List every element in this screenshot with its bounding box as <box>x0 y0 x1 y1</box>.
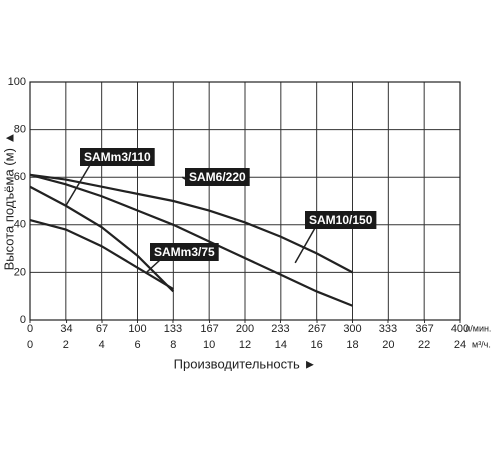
x2-tick-label: 333 <box>379 323 397 335</box>
series-label: SAMm3/110 <box>84 150 151 164</box>
x-tick-label: 6 <box>134 339 140 351</box>
y-tick-label: 60 <box>14 171 26 183</box>
curve <box>29 173 354 274</box>
curve <box>29 185 175 293</box>
label-box <box>185 168 250 186</box>
x2-tick-label: 133 <box>164 323 182 335</box>
x2-tick-label: 34 <box>60 323 72 335</box>
x2-tick-label: 367 <box>415 323 433 335</box>
x2-tick-label: 167 <box>200 323 218 335</box>
x-tick-label: 8 <box>170 339 176 351</box>
x-tick-label: 22 <box>418 339 430 351</box>
x-tick-label: 24 <box>454 339 466 351</box>
leader-line <box>294 227 316 264</box>
x2-unit: л/мин. <box>465 323 491 333</box>
x2-tick-label: 233 <box>271 323 289 335</box>
x2-tick-label: 200 <box>236 323 254 335</box>
x-tick-label: 20 <box>382 339 394 351</box>
x-tick-label: 14 <box>275 339 287 351</box>
leader-line <box>145 259 161 273</box>
y-tick-label: 20 <box>14 266 26 278</box>
x-tick-label: 4 <box>99 339 105 351</box>
y-axis-label: Высота подъёма (м) ▲ <box>1 132 16 271</box>
series-label: SAMm3/75 <box>154 245 215 259</box>
x2-tick-label: 0 <box>27 323 33 335</box>
leader-line <box>65 164 91 207</box>
y-tick-label: 100 <box>8 76 26 88</box>
label-box <box>150 243 219 261</box>
curve <box>29 173 353 307</box>
plot-frame <box>29 81 461 321</box>
series-label: SAM10/150 <box>309 213 373 227</box>
series-label: SAM6/220 <box>189 170 246 184</box>
x2-tick-label: 67 <box>96 323 108 335</box>
x2-tick-label: 400 <box>451 323 469 335</box>
x2-tick-label: 300 <box>343 323 361 335</box>
y-tick-label: 80 <box>14 124 26 136</box>
x-tick-label: 2 <box>63 339 69 351</box>
y-tick-label: 40 <box>14 219 26 231</box>
x-tick-label: 10 <box>203 339 215 351</box>
x-tick-label: 16 <box>311 339 323 351</box>
label-box <box>305 211 377 229</box>
x2-tick-label: 267 <box>308 323 326 335</box>
x-tick-label: 18 <box>346 339 358 351</box>
x-axis-label: Производительность ► <box>174 356 317 371</box>
x-unit: м³/ч. <box>472 339 491 349</box>
y-tick-label: 0 <box>20 314 26 326</box>
curve <box>29 218 174 291</box>
x-tick-label: 12 <box>239 339 251 351</box>
label-box <box>80 148 155 166</box>
x2-tick-label: 100 <box>128 323 146 335</box>
x-tick-label: 0 <box>27 339 33 351</box>
